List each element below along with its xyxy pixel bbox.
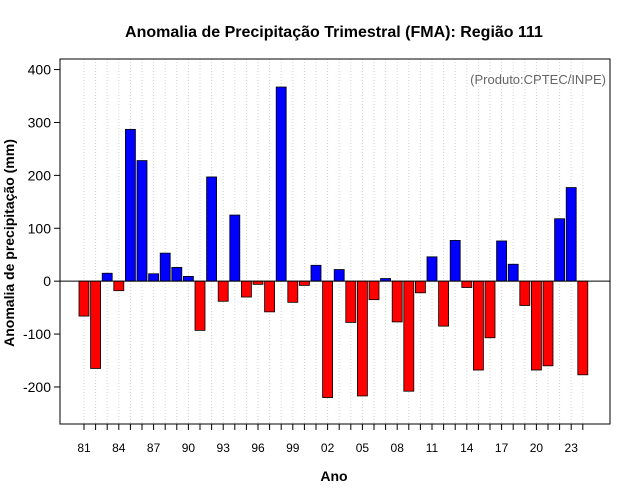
bar-2020	[531, 280, 542, 371]
y-tick-label: 0	[43, 273, 51, 289]
y-tick-label: 200	[28, 167, 52, 183]
y-tick-label: 300	[28, 114, 52, 130]
bar-1989	[171, 267, 183, 282]
bar-2000	[298, 280, 310, 286]
bar-1988	[159, 252, 171, 282]
x-tick-label: 93	[217, 441, 231, 455]
bar-1999	[287, 280, 299, 303]
bar-2001	[310, 264, 322, 282]
bar-1997	[264, 280, 276, 313]
y-tick-label: 400	[28, 62, 52, 78]
bar-2010	[414, 280, 426, 294]
x-tick-label: 08	[391, 441, 405, 455]
bar-2004	[345, 280, 357, 323]
grid-lines	[83, 59, 584, 424]
bar-1984	[113, 280, 125, 292]
bar-2005	[356, 280, 368, 397]
bar-1986	[136, 160, 148, 282]
bar-2006	[368, 280, 380, 301]
x-tick-label: 11	[426, 441, 439, 455]
bar-2023	[565, 187, 577, 282]
bar-1990	[182, 276, 194, 282]
bar-2021	[542, 280, 554, 367]
x-tick-label: 20	[530, 441, 544, 455]
bar-1992	[206, 176, 218, 282]
y-tick-label: -200	[23, 379, 51, 395]
y-axis-label: Anomalia de precipitação (mm)	[1, 139, 17, 347]
bar-2013	[449, 240, 461, 282]
x-tick-label: 81	[77, 441, 91, 455]
bar-1981	[78, 280, 90, 317]
bar-2014	[461, 280, 473, 288]
bar-2022	[554, 218, 565, 282]
plot-frame	[59, 58, 611, 425]
bar-2017	[496, 240, 508, 282]
x-tick-label: 14	[460, 441, 474, 455]
bar-1994	[229, 214, 241, 282]
bar-1993	[217, 280, 229, 302]
x-tick-label: 23	[565, 441, 579, 455]
bar-2019	[519, 280, 531, 306]
bar-2009	[403, 280, 415, 392]
bar-2012	[438, 280, 450, 327]
bar-1983	[101, 272, 113, 282]
bar-1987	[148, 273, 160, 282]
bar-2018	[507, 263, 519, 282]
bar-2016	[484, 280, 496, 339]
bars-group	[78, 86, 589, 398]
y-tick-label: -100	[23, 326, 51, 342]
source-annotation: (Produto:CPTEC/INPE)	[470, 72, 606, 87]
bar-1985	[125, 128, 136, 282]
x-tick-label: 02	[321, 441, 335, 455]
bar-1991	[194, 280, 206, 331]
x-tick-label: 17	[495, 441, 509, 455]
x-tick-label: 87	[147, 441, 161, 455]
bar-2011	[426, 256, 438, 282]
bar-1995	[240, 280, 252, 298]
y-tick-label: 100	[28, 220, 52, 236]
x-tick-label: 90	[182, 441, 196, 455]
bar-1998	[275, 86, 287, 282]
x-tick-label: 96	[251, 441, 265, 455]
x-tick-label: 84	[112, 441, 126, 455]
x-tick-label: 05	[356, 441, 370, 455]
bar-2002	[322, 280, 334, 398]
bar-2003	[333, 269, 345, 282]
x-axis: 81 84 87 90 93 96 99 02 05 08 11 14 17 20 23	[77, 424, 584, 455]
bar-2015	[472, 280, 484, 371]
chart-title: Anomalia de Precipitação Trimestral (FMA…	[125, 24, 543, 41]
bar-2024	[577, 280, 589, 376]
bar-1982	[90, 280, 101, 369]
x-axis-label: Ano	[320, 468, 347, 484]
y-axis: -200 -100 0 100 200 300 400	[23, 62, 60, 395]
bar-2008	[391, 280, 403, 323]
x-tick-label: 99	[286, 441, 300, 455]
